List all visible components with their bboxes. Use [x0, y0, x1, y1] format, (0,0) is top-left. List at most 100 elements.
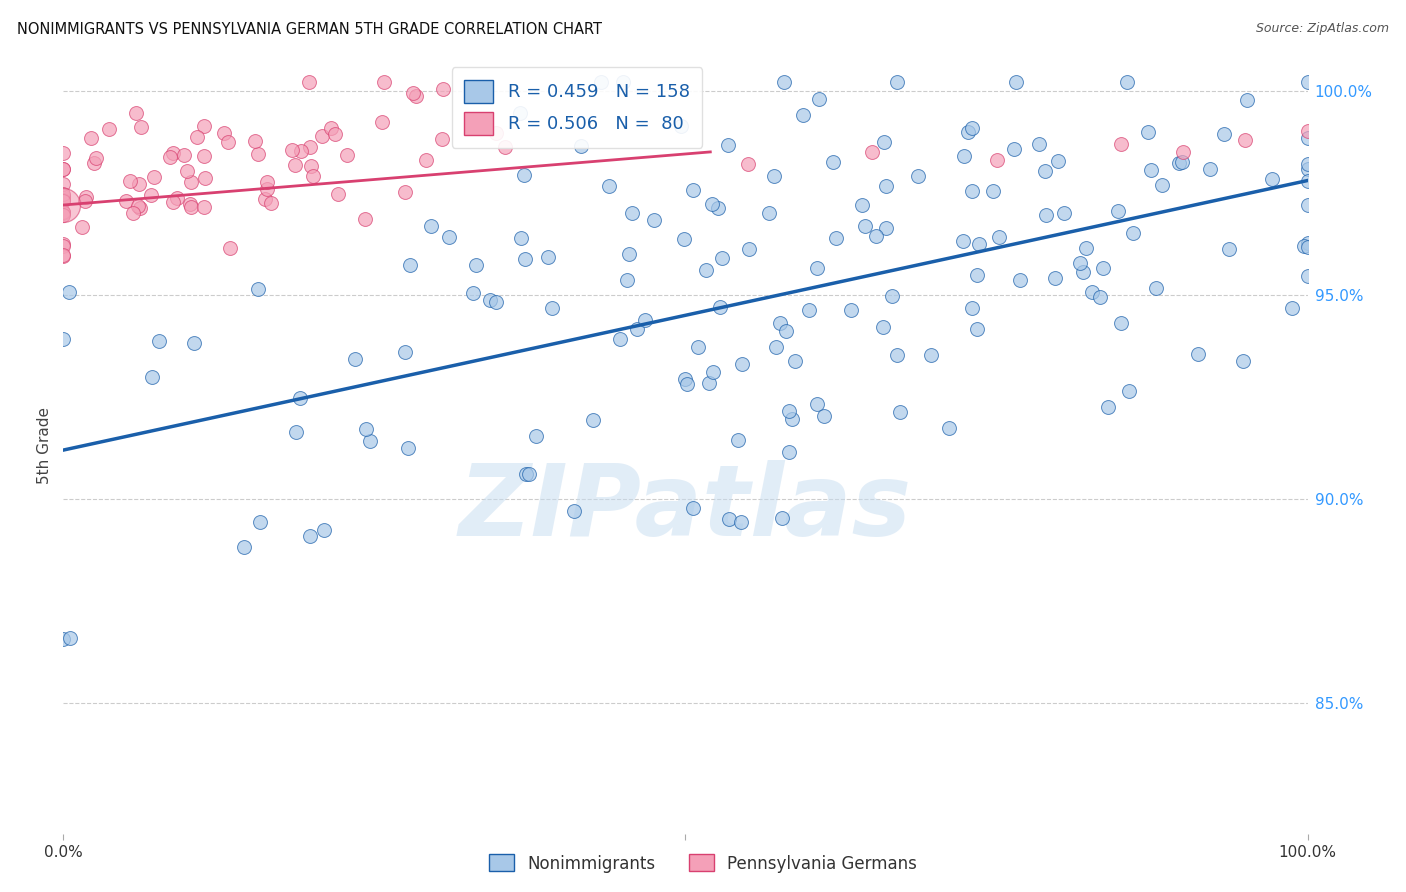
Point	[52, 205, 75, 219]
Point	[983, 184, 1005, 198]
Point	[695, 263, 717, 277]
Point	[697, 376, 720, 390]
Point	[1199, 162, 1222, 177]
Point	[779, 404, 801, 418]
Point	[591, 75, 613, 89]
Point	[707, 201, 730, 215]
Point	[808, 92, 831, 106]
Point	[872, 320, 894, 334]
Point	[354, 421, 377, 435]
Point	[702, 365, 724, 379]
Point	[485, 126, 508, 140]
Point	[1296, 131, 1319, 145]
Point	[336, 148, 359, 162]
Point	[1296, 239, 1319, 253]
Point	[52, 177, 75, 191]
Point	[359, 434, 381, 449]
Point	[907, 169, 929, 183]
Point	[875, 179, 897, 194]
Point	[415, 153, 437, 168]
Point	[513, 168, 536, 182]
Point	[682, 500, 704, 515]
Point	[302, 169, 325, 183]
Point	[686, 340, 709, 354]
Point	[1107, 204, 1129, 219]
Point	[394, 185, 416, 199]
Point	[1171, 154, 1194, 169]
Point	[1076, 241, 1098, 255]
Point	[962, 185, 984, 199]
Point	[343, 352, 366, 367]
Point	[405, 88, 427, 103]
Point	[860, 145, 883, 159]
Point	[402, 86, 425, 100]
Point	[1218, 242, 1240, 256]
Point	[872, 135, 894, 149]
Point	[1097, 400, 1119, 414]
Point	[509, 105, 531, 120]
Point	[1144, 281, 1167, 295]
Point	[52, 187, 75, 202]
Point	[256, 182, 278, 196]
Point	[437, 230, 460, 244]
Point	[59, 631, 82, 645]
Point	[323, 127, 346, 141]
Point	[1109, 136, 1132, 151]
Point	[321, 121, 343, 136]
Point	[125, 106, 148, 120]
Point	[430, 132, 453, 146]
Point	[1187, 347, 1209, 361]
Point	[260, 196, 283, 211]
Point	[769, 316, 792, 330]
Point	[765, 340, 787, 354]
Point	[1281, 301, 1303, 315]
Point	[953, 149, 976, 163]
Point	[243, 134, 266, 148]
Point	[938, 421, 960, 435]
Point	[80, 130, 103, 145]
Text: ZIPatlas: ZIPatlas	[458, 459, 912, 557]
Point	[780, 411, 803, 425]
Point	[166, 191, 188, 205]
Point	[880, 288, 903, 302]
Point	[582, 413, 605, 427]
Point	[770, 511, 793, 525]
Legend: Nonimmigrants, Pennsylvania Germans: Nonimmigrants, Pennsylvania Germans	[482, 847, 924, 880]
Point	[1046, 153, 1069, 168]
Point	[193, 120, 215, 134]
Point	[717, 138, 740, 153]
Point	[886, 75, 908, 89]
Point	[562, 504, 585, 518]
Point	[730, 357, 752, 371]
Point	[710, 251, 733, 265]
Point	[247, 283, 270, 297]
Point	[960, 301, 983, 316]
Point	[598, 178, 620, 193]
Point	[120, 174, 142, 188]
Point	[886, 348, 908, 362]
Legend: R = 0.459   N = 158, R = 0.506   N =  80: R = 0.459 N = 158, R = 0.506 N = 80	[451, 67, 703, 148]
Point	[966, 322, 988, 336]
Point	[52, 161, 75, 176]
Point	[52, 161, 75, 176]
Point	[52, 188, 75, 202]
Point	[281, 143, 304, 157]
Point	[621, 206, 644, 220]
Point	[494, 139, 516, 153]
Point	[730, 515, 752, 529]
Point	[299, 160, 322, 174]
Point	[193, 200, 215, 214]
Point	[875, 221, 897, 235]
Point	[52, 332, 75, 346]
Point	[1296, 75, 1319, 89]
Point	[463, 286, 485, 301]
Point	[311, 129, 333, 144]
Point	[394, 345, 416, 359]
Point	[1236, 93, 1258, 107]
Point	[143, 169, 166, 184]
Point	[52, 146, 75, 161]
Point	[537, 250, 560, 264]
Point	[58, 285, 80, 299]
Point	[1091, 260, 1114, 275]
Point	[515, 252, 537, 266]
